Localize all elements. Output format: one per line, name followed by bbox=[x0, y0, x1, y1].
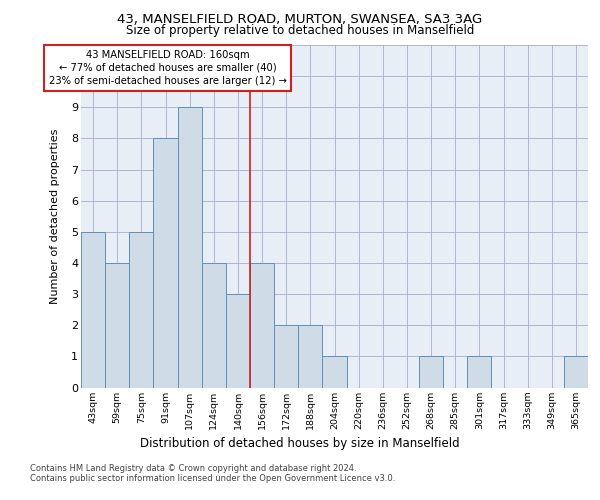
Bar bbox=[202, 263, 226, 388]
Text: Size of property relative to detached houses in Manselfield: Size of property relative to detached ho… bbox=[126, 24, 474, 37]
Y-axis label: Number of detached properties: Number of detached properties bbox=[50, 128, 60, 304]
Bar bbox=[298, 325, 322, 388]
Text: 43, MANSELFIELD ROAD, MURTON, SWANSEA, SA3 3AG: 43, MANSELFIELD ROAD, MURTON, SWANSEA, S… bbox=[118, 12, 482, 26]
Text: Distribution of detached houses by size in Manselfield: Distribution of detached houses by size … bbox=[140, 438, 460, 450]
Bar bbox=[154, 138, 178, 388]
Bar bbox=[467, 356, 491, 388]
Bar bbox=[226, 294, 250, 388]
Bar bbox=[322, 356, 347, 388]
Bar bbox=[178, 108, 202, 388]
Text: 43 MANSELFIELD ROAD: 160sqm
← 77% of detached houses are smaller (40)
23% of sem: 43 MANSELFIELD ROAD: 160sqm ← 77% of det… bbox=[49, 50, 287, 86]
Text: Contains public sector information licensed under the Open Government Licence v3: Contains public sector information licen… bbox=[30, 474, 395, 483]
Bar bbox=[105, 263, 129, 388]
Bar bbox=[419, 356, 443, 388]
Text: Contains HM Land Registry data © Crown copyright and database right 2024.: Contains HM Land Registry data © Crown c… bbox=[30, 464, 356, 473]
Bar bbox=[250, 263, 274, 388]
Bar bbox=[274, 325, 298, 388]
Bar bbox=[81, 232, 105, 388]
Bar bbox=[129, 232, 154, 388]
Bar bbox=[564, 356, 588, 388]
